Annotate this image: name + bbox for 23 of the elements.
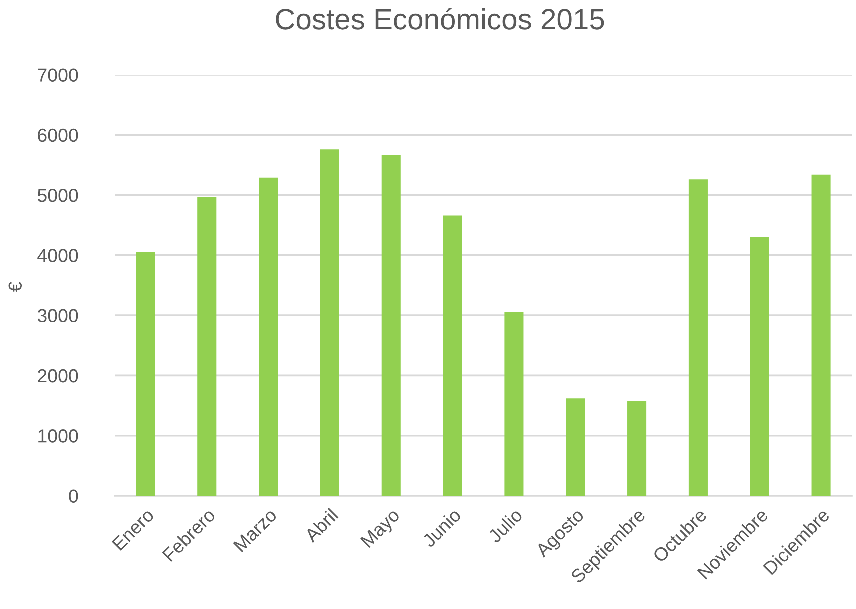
bar (750, 237, 770, 496)
x-tick-label: Julio (487, 508, 524, 544)
y-tick-label: 6000 (38, 128, 78, 142)
bar (136, 252, 156, 496)
bar (504, 312, 524, 496)
bar (812, 174, 831, 496)
bar (320, 150, 340, 496)
bar (259, 178, 278, 496)
y-tick-label: 0 (69, 490, 78, 503)
y-tick-label: 4000 (38, 249, 78, 262)
bar (443, 216, 462, 496)
y-tick-label: 7000 (38, 68, 78, 82)
bar (566, 398, 586, 496)
bar (688, 180, 708, 496)
bar (382, 154, 401, 496)
y-tick-label: 2000 (38, 369, 78, 383)
bar (628, 400, 647, 496)
bar (198, 197, 217, 496)
y-tick-label: 1000 (38, 430, 78, 443)
y-tick-label: 3000 (38, 309, 78, 323)
chart-title: Costes Económicos 2015 (276, 8, 604, 30)
y-tick-label: 5000 (38, 188, 78, 202)
y-axis-title: € (8, 282, 22, 292)
